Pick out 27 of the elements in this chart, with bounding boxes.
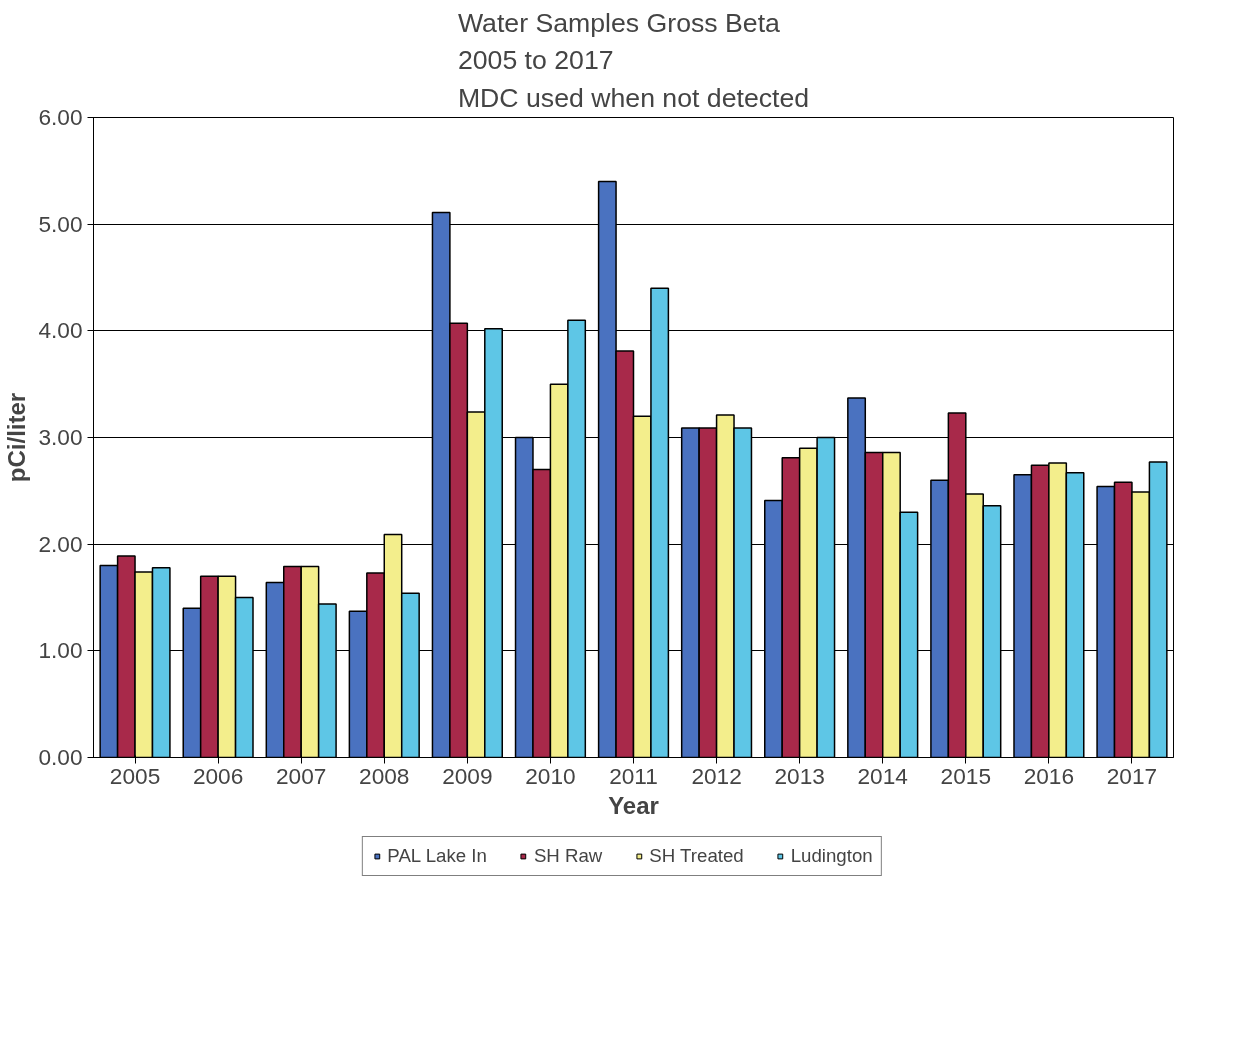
y-tick-label: 4.00 [38, 317, 83, 344]
x-tick-label: 2005 [109, 762, 161, 789]
y-tick-label: 6.00 [38, 104, 83, 130]
x-tick-label: 2012 [691, 762, 742, 789]
x-tick-label: 2009 [442, 762, 493, 789]
x-axis-title: Year [608, 791, 659, 819]
x-tick-label: 2013 [774, 762, 825, 789]
y-tick-label: 1.00 [38, 637, 83, 664]
y-tick-label: 0.00 [38, 744, 83, 770]
y-tick-label: 5.00 [38, 210, 83, 237]
x-tick-label: 2008 [359, 762, 410, 789]
legend-label: Ludington [790, 845, 873, 867]
x-tick-label: 2017 [1106, 762, 1158, 789]
legend-label: SH Treated [649, 845, 744, 867]
y-tick-label: 2.00 [38, 530, 83, 557]
legend-label: PAL Lake In [387, 845, 487, 867]
x-tick-label: 2015 [940, 762, 992, 789]
x-tick-label: 2016 [1023, 762, 1075, 789]
y-axis-title: pCi/liter [3, 392, 31, 483]
x-tick-label: 2011 [609, 762, 658, 789]
x-tick-label: 2007 [275, 762, 327, 789]
y-tick-label: 3.00 [38, 424, 83, 450]
legend-label: SH Raw [533, 845, 603, 867]
x-tick-label: 2006 [192, 762, 244, 789]
x-tick-label: 2010 [525, 762, 576, 789]
chart-title: Water Samples Gross Beta 2005 to 2017 MDC used when not detected [457, 7, 810, 113]
x-tick-label: 2014 [857, 762, 908, 789]
